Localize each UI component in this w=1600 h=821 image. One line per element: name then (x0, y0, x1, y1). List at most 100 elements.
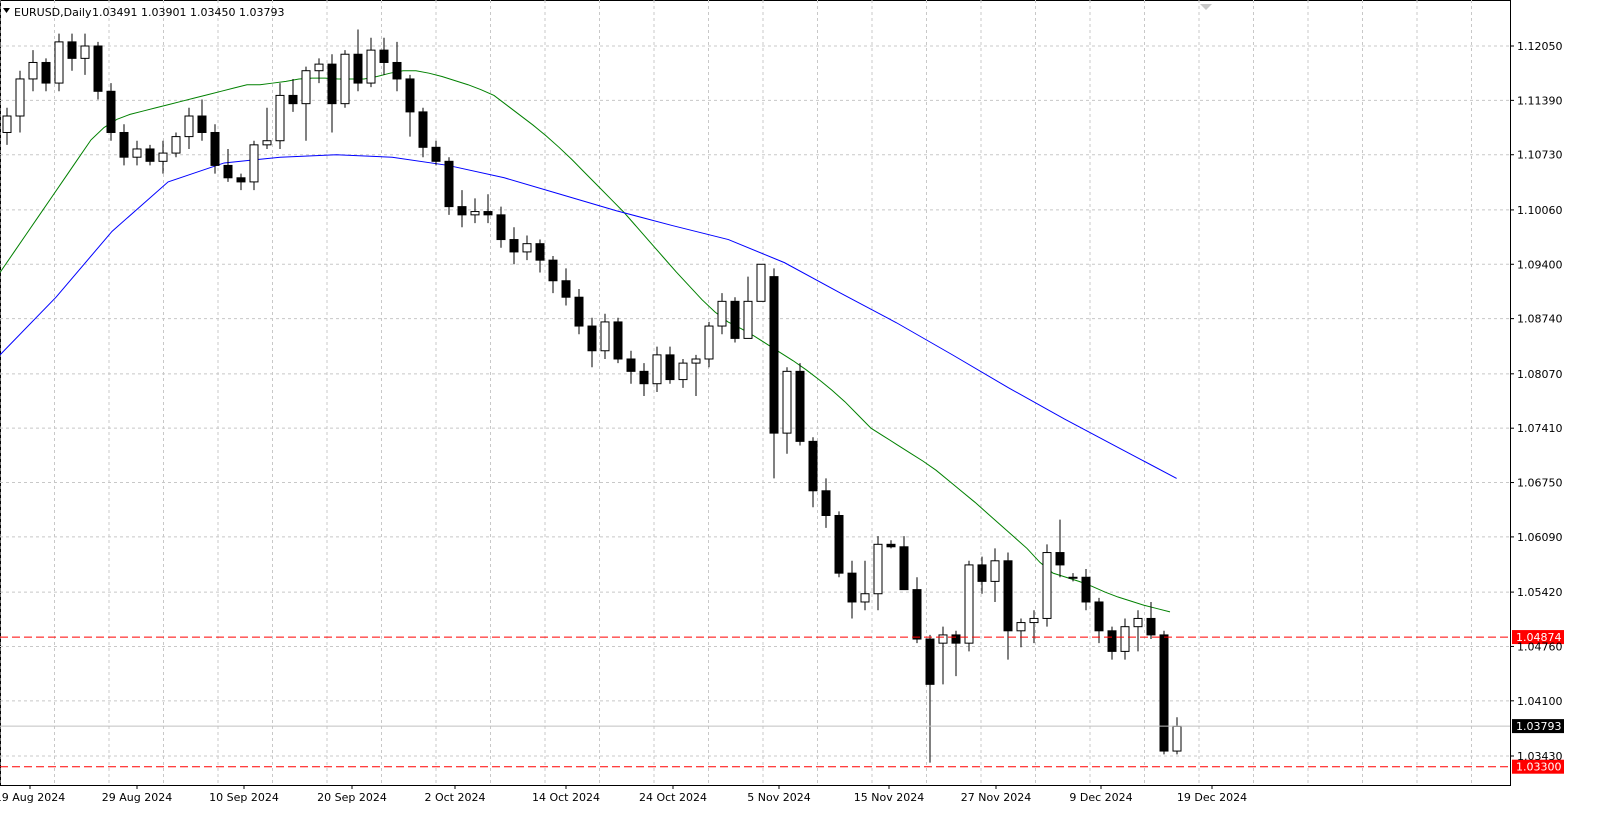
candle-body (2, 115, 12, 133)
candle-body (1146, 617, 1156, 636)
candle-body (678, 362, 688, 381)
candle-body (405, 78, 415, 113)
current-price-label: 1.03793 (1516, 720, 1562, 733)
candle-body (743, 300, 753, 339)
candle-body (951, 634, 961, 644)
candle-body (509, 239, 519, 253)
candle-body (990, 560, 1000, 582)
candle-body (912, 589, 922, 640)
x-tick-label: 19 Dec 2024 (1177, 791, 1247, 804)
symbol-label: EURUSD,Daily (14, 6, 92, 19)
candle-body (938, 634, 948, 644)
candle-body (925, 638, 935, 685)
candle-body (67, 41, 77, 59)
candle-body (1068, 576, 1078, 579)
x-tick-label: 20 Sep 2024 (317, 791, 387, 804)
candle-body (821, 490, 831, 516)
candle-body (665, 354, 675, 381)
candle-body (1081, 576, 1091, 603)
candle-body (288, 94, 298, 105)
y-tick-label: 1.07410 (1517, 422, 1563, 435)
candle-body (171, 136, 181, 154)
y-tick-label: 1.11390 (1517, 94, 1563, 107)
candle-body (1055, 552, 1065, 566)
scroll-marker-icon[interactable] (1200, 4, 1212, 10)
candles (2, 29, 1182, 763)
candle-body (626, 358, 636, 372)
candle-body (613, 321, 623, 360)
candle-body (457, 206, 467, 216)
candle-body (1159, 634, 1169, 752)
chart-header: EURUSD,Daily 1.03491 1.03901 1.03450 1.0… (3, 6, 284, 19)
candle-body (1016, 622, 1026, 632)
candle-body (223, 164, 233, 179)
y-tick-label: 1.03430 (1517, 750, 1563, 763)
candle-body (1003, 560, 1013, 632)
price-axis: 1.12050 1.11390 1.10730 1.10060 1.09400 1.087… (1510, 40, 1563, 763)
y-tick-label: 1.04760 (1517, 640, 1563, 653)
candle-body (132, 148, 142, 158)
candle-body (353, 53, 363, 84)
y-tick-label: 1.10060 (1517, 204, 1563, 217)
x-tick-label: 15 Nov 2024 (854, 791, 924, 804)
candle-body (15, 78, 25, 117)
candle-body (392, 61, 402, 80)
candle-body (652, 354, 662, 385)
x-tick-label: 10 Sep 2024 (209, 791, 279, 804)
candle-body (522, 243, 532, 253)
candle-body (106, 90, 116, 133)
candle-body (1120, 626, 1130, 652)
ma-slow-line (0, 154, 1177, 479)
candle-body (1094, 601, 1104, 632)
candle-body (717, 300, 727, 327)
candle-body (1133, 617, 1143, 628)
candle-body (249, 144, 259, 183)
candle-body (275, 94, 285, 142)
candle-body (782, 370, 792, 434)
candle-body (600, 321, 610, 352)
candle-body (197, 115, 207, 133)
candle-body (366, 49, 376, 84)
candle-body (704, 325, 714, 360)
candle-body (873, 543, 883, 595)
time-axis: 19 Aug 2024 29 Aug 2024 10 Sep 2024 20 Sep … (0, 785, 1247, 804)
candle-body (561, 280, 571, 298)
candle-body (691, 358, 701, 364)
candle-body (119, 131, 129, 158)
candle-body (1172, 725, 1182, 752)
candle-body (158, 152, 168, 162)
x-tick-label: 14 Oct 2024 (532, 791, 600, 804)
x-tick-label: 9 Dec 2024 (1069, 791, 1132, 804)
candle-body (860, 593, 870, 603)
ohlc-values: 1.03491 1.03901 1.03450 1.03793 (92, 6, 284, 19)
candle-body (262, 140, 272, 146)
x-tick-label: 5 Nov 2024 (747, 791, 810, 804)
grid (0, 0, 1511, 786)
candle-body (808, 440, 818, 492)
candle-body (730, 300, 740, 339)
candle-body (80, 45, 90, 59)
candle-body (977, 564, 987, 582)
candle-body (769, 276, 779, 434)
candle-body (444, 160, 454, 208)
candle-body (899, 546, 909, 591)
candle-body (1107, 630, 1117, 652)
candle-body (639, 370, 649, 385)
candle-body (379, 49, 389, 63)
x-tick-label: 2 Oct 2024 (424, 791, 485, 804)
candle-body (327, 63, 337, 105)
y-tick-label: 1.06090 (1517, 531, 1563, 544)
current-price-tag (1512, 719, 1564, 734)
candle-body (847, 572, 857, 603)
horizontal-levels[interactable]: 1.04874 1.03300 1.03793 (0, 630, 1564, 774)
candle-body (145, 148, 155, 162)
x-tick-label: 19 Aug 2024 (0, 791, 65, 804)
ma-fast-line (0, 70, 1171, 613)
y-tick-label: 1.05420 (1517, 586, 1563, 599)
candle-body (834, 514, 844, 574)
price-level-label: 1.04874 (1516, 631, 1562, 644)
chevron-down-icon[interactable] (3, 8, 10, 13)
y-tick-label: 1.08070 (1517, 368, 1563, 381)
candle-body (54, 41, 64, 84)
